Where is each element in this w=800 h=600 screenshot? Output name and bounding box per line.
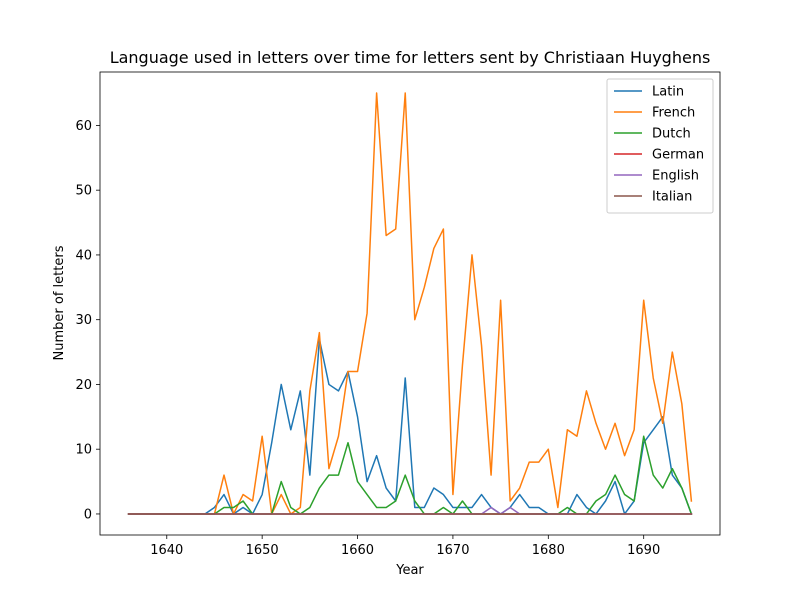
plot-area: 1640 1650 1660 1670 1680 1690 0 10 20 30 40 50 60 — [75, 71, 721, 558]
series-line-french — [127, 92, 693, 515]
chart-title: Language used in letters over time for l… — [110, 48, 711, 67]
legend-label-french: French — [652, 106, 695, 121]
legend-label-latin: Latin — [652, 85, 684, 100]
y-tick-label: 20 — [75, 378, 92, 393]
y-tick-label: 60 — [75, 119, 92, 134]
legend: Latin French Dutch German English Italian — [606, 78, 714, 214]
y-tick-label: 10 — [75, 443, 92, 458]
y-tick-label: 30 — [75, 313, 92, 328]
legend-label-german: German — [652, 148, 704, 163]
x-tick-label: 1690 — [627, 543, 660, 558]
x-tick-label: 1670 — [436, 543, 469, 558]
x-tick-label: 1640 — [150, 543, 183, 558]
x-tick-label: 1650 — [246, 543, 279, 558]
legend-label-italian: Italian — [652, 190, 692, 205]
x-axis-label: Year — [395, 563, 424, 578]
series-line-latin — [127, 338, 693, 515]
x-tick-label: 1660 — [341, 543, 374, 558]
y-axis-label: Number of letters — [52, 245, 67, 360]
legend-label-dutch: Dutch — [652, 127, 691, 142]
y-tick-label: 50 — [75, 184, 92, 199]
y-tick-label: 0 — [84, 507, 92, 522]
legend-label-english: English — [652, 169, 699, 184]
y-tick-label: 40 — [75, 248, 92, 263]
series-line-dutch — [127, 435, 693, 515]
x-tick-label: 1680 — [532, 543, 565, 558]
axes-frame — [99, 71, 721, 536]
